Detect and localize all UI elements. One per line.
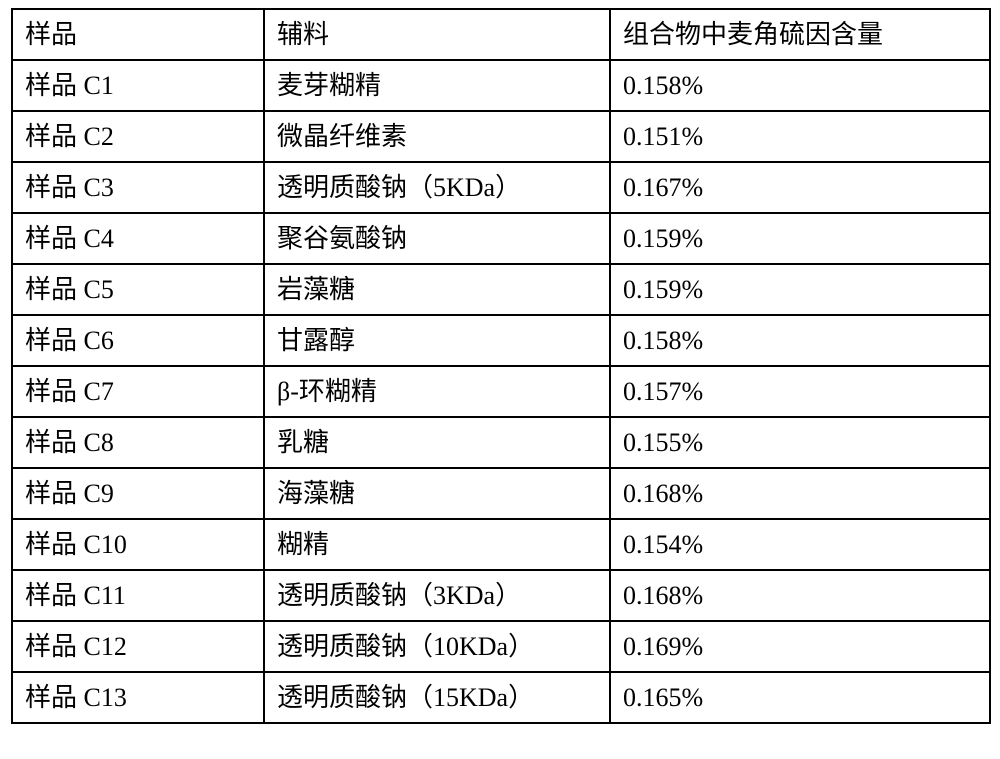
cell-content: 0.154% (610, 519, 990, 570)
cell-sample: 样品 C6 (12, 315, 264, 366)
cell-sample: 样品 C11 (12, 570, 264, 621)
cell-excipient: 透明质酸钠（3KDa） (264, 570, 610, 621)
table-row: 样品 C11 透明质酸钠（3KDa） 0.168% (12, 570, 990, 621)
cell-excipient: 岩藻糖 (264, 264, 610, 315)
cell-sample: 样品 C8 (12, 417, 264, 468)
cell-sample: 样品 C7 (12, 366, 264, 417)
cell-excipient: 透明质酸钠（10KDa） (264, 621, 610, 672)
table-row: 样品 C2 微晶纤维素 0.151% (12, 111, 990, 162)
table-header-row: 样品 辅料 组合物中麦角硫因含量 (12, 9, 990, 60)
cell-excipient: 海藻糖 (264, 468, 610, 519)
table-row: 样品 C6 甘露醇 0.158% (12, 315, 990, 366)
table-row: 样品 C12 透明质酸钠（10KDa） 0.169% (12, 621, 990, 672)
col-header-sample: 样品 (12, 9, 264, 60)
table-row: 样品 C9 海藻糖 0.168% (12, 468, 990, 519)
page: 样品 辅料 组合物中麦角硫因含量 样品 C1 麦芽糊精 0.158% 样品 C2… (0, 8, 1000, 759)
cell-content: 0.159% (610, 213, 990, 264)
cell-content: 0.159% (610, 264, 990, 315)
cell-excipient: 微晶纤维素 (264, 111, 610, 162)
cell-sample: 样品 C2 (12, 111, 264, 162)
col-header-content: 组合物中麦角硫因含量 (610, 9, 990, 60)
cell-sample: 样品 C3 (12, 162, 264, 213)
cell-sample: 样品 C10 (12, 519, 264, 570)
table-row: 样品 C13 透明质酸钠（15KDa） 0.165% (12, 672, 990, 723)
data-table: 样品 辅料 组合物中麦角硫因含量 样品 C1 麦芽糊精 0.158% 样品 C2… (11, 8, 991, 724)
table-row: 样品 C8 乳糖 0.155% (12, 417, 990, 468)
cell-content: 0.168% (610, 570, 990, 621)
cell-content: 0.167% (610, 162, 990, 213)
cell-content: 0.158% (610, 60, 990, 111)
cell-excipient: 甘露醇 (264, 315, 610, 366)
table-row: 样品 C7 β-环糊精 0.157% (12, 366, 990, 417)
table-row: 样品 C3 透明质酸钠（5KDa） 0.167% (12, 162, 990, 213)
cell-excipient: 聚谷氨酸钠 (264, 213, 610, 264)
cell-sample: 样品 C12 (12, 621, 264, 672)
cell-content: 0.158% (610, 315, 990, 366)
cell-excipient: 糊精 (264, 519, 610, 570)
cell-sample: 样品 C4 (12, 213, 264, 264)
cell-sample: 样品 C9 (12, 468, 264, 519)
cell-content: 0.168% (610, 468, 990, 519)
cell-content: 0.155% (610, 417, 990, 468)
cell-sample: 样品 C13 (12, 672, 264, 723)
cell-content: 0.157% (610, 366, 990, 417)
col-header-excipient: 辅料 (264, 9, 610, 60)
table-row: 样品 C5 岩藻糖 0.159% (12, 264, 990, 315)
cell-content: 0.165% (610, 672, 990, 723)
cell-sample: 样品 C1 (12, 60, 264, 111)
table-row: 样品 C4 聚谷氨酸钠 0.159% (12, 213, 990, 264)
cell-content: 0.169% (610, 621, 990, 672)
cell-excipient: 麦芽糊精 (264, 60, 610, 111)
table-row: 样品 C10 糊精 0.154% (12, 519, 990, 570)
cell-content: 0.151% (610, 111, 990, 162)
cell-excipient: 透明质酸钠（5KDa） (264, 162, 610, 213)
cell-sample: 样品 C5 (12, 264, 264, 315)
cell-excipient: β-环糊精 (264, 366, 610, 417)
cell-excipient: 透明质酸钠（15KDa） (264, 672, 610, 723)
table-row: 样品 C1 麦芽糊精 0.158% (12, 60, 990, 111)
cell-excipient: 乳糖 (264, 417, 610, 468)
